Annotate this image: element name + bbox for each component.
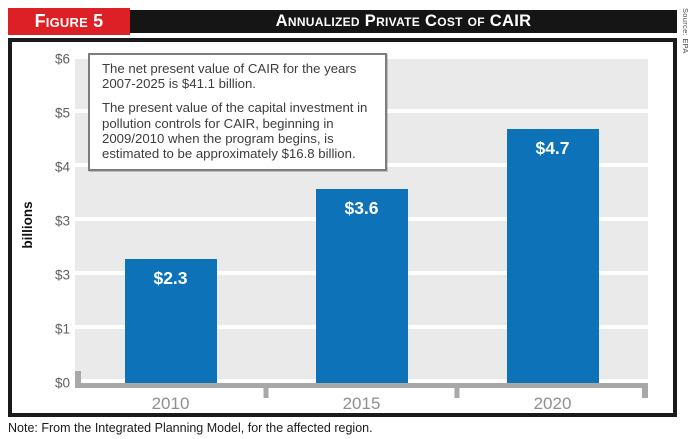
source-note: Source: EPA [681,8,690,54]
x-axis-label: 2015 [342,394,381,413]
bar-slot: $3.6 [266,189,457,383]
y-tick-label: $3 [54,213,70,229]
y-tick-label: $0 [54,375,70,391]
figure-title: Annualized Private Cost of CAIR [130,10,677,33]
figure-header: Figure 5 Annualized Private Cost of CAIR [8,8,677,35]
axis-left-stub [75,371,81,383]
y-tick-label: $5 [54,105,70,121]
x-axis-labels: 2010 2015 2020 [75,394,648,413]
figure-number-badge: Figure 5 [8,8,130,35]
bar-2015: $3.6 [315,189,408,383]
annotation-paragraph-1: The net present value of CAIR for the ye… [102,61,357,92]
bar-value-label: $3.6 [344,198,379,218]
y-tick-label: $6 [54,51,70,67]
bar-slot: $2.3 [75,259,266,383]
x-axis-label: 2020 [533,394,572,413]
y-tick-label: $1 [54,321,70,337]
bar-2020: $4.7 [506,129,599,383]
y-tick-label: $3 [54,267,70,283]
bar-2010: $2.3 [124,259,217,383]
x-axis-label: 2010 [151,394,190,413]
y-axis: $6 $5 $4 $3 $3 $1 $0 [12,42,70,413]
chart-frame: billions $6 $5 $4 $3 $3 $1 $0 $2.3 $3.6 $4.7 201… [8,38,677,417]
bar-value-label: $4.7 [535,138,570,158]
y-tick-label: $4 [54,159,70,175]
footnote: Note: From the Integrated Planning Model… [8,421,373,435]
axis-tick [263,388,269,398]
bar-slot: $4.7 [457,129,648,383]
bar-value-label: $2.3 [153,268,188,288]
x-axis-line [75,371,648,398]
axis-tick [454,388,460,398]
annotation-box: The net present value of CAIR for the ye… [88,53,387,172]
bars: $2.3 $3.6 $4.7 [75,59,648,383]
axis-right-stub [642,388,648,398]
annotation-paragraph-2: The present value of the capital investm… [102,100,368,162]
